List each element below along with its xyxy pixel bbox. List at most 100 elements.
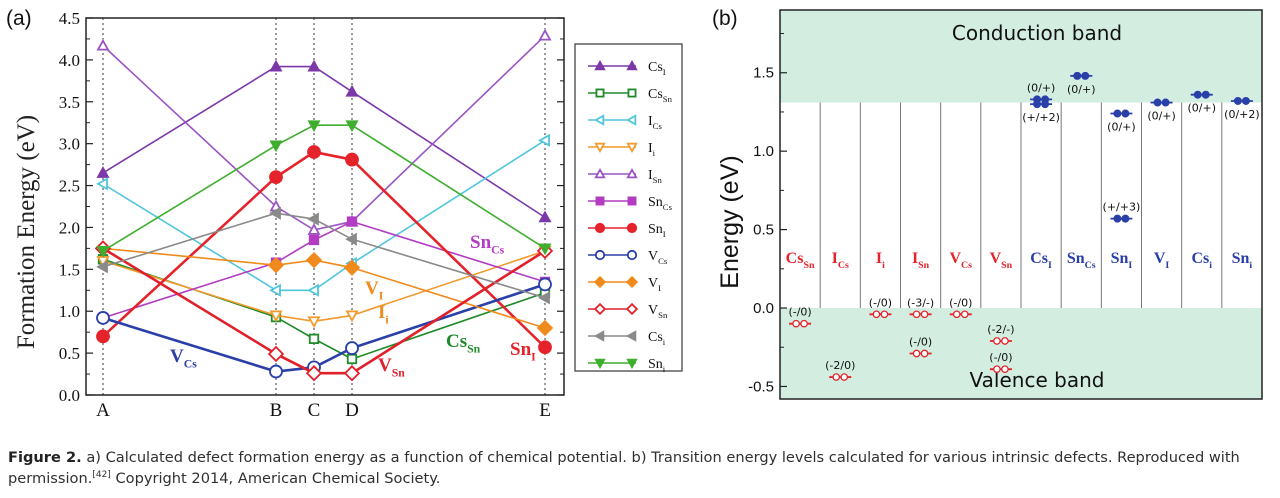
point-Sn_I-D bbox=[345, 152, 359, 167]
legend-label-V_I-main: V bbox=[648, 276, 658, 291]
annotation-V-I-sub: I bbox=[379, 290, 384, 303]
level-label: (0/+2) bbox=[1224, 108, 1260, 121]
level-0: (-/0) bbox=[788, 306, 812, 328]
legend-marker-right bbox=[626, 142, 638, 154]
legend-entry-I_i: Ii bbox=[588, 141, 656, 158]
legend-label-I_Sn-main: I bbox=[648, 168, 653, 183]
y-tick-label: 0.5 bbox=[59, 344, 80, 363]
point-Sn_i-B bbox=[269, 140, 283, 153]
legend-label-Cs_I-sub: I bbox=[663, 67, 666, 77]
legend-entry-I_Sn: ISn bbox=[588, 167, 662, 185]
annotation-Sn-I-sub: I bbox=[531, 351, 536, 364]
panel-a: (a) Formation Energy (eV) 0.0 0.5 1.0 1.5 2.… bbox=[6, 7, 683, 421]
conduction-band-label: Conduction band bbox=[952, 21, 1122, 45]
legend-label-V_Sn: VSn bbox=[648, 303, 668, 320]
annotation-Sn-Cs: SnCs bbox=[470, 232, 505, 257]
legend-marker-left bbox=[594, 142, 606, 154]
point-Cs_I-B bbox=[269, 59, 283, 72]
y-tick-label: 3.0 bbox=[59, 135, 80, 154]
annotation-Cs-Sn-main: Cs bbox=[446, 331, 467, 352]
level-3: (-3/-) bbox=[907, 296, 934, 319]
hole-dot bbox=[993, 365, 1001, 374]
annotation-Cs-Sn-sub: Sn bbox=[467, 343, 481, 356]
level-5: (-/0) bbox=[949, 296, 972, 319]
point-Sn_I-C bbox=[307, 145, 321, 159]
column-label-V-Sn-main: V bbox=[990, 250, 1002, 267]
legend-label-Cs_i-sub: i bbox=[663, 337, 666, 347]
point-Cs_Sn-D bbox=[346, 353, 358, 365]
hole-dot bbox=[840, 373, 849, 381]
level-2: (-/0) bbox=[869, 296, 892, 319]
column-label-Cs-i-main: Cs bbox=[1191, 250, 1209, 267]
hole-dot bbox=[912, 310, 921, 319]
point-V_Sn-C bbox=[305, 365, 323, 382]
electron-dot bbox=[1201, 90, 1210, 99]
hole-dot bbox=[1001, 337, 1009, 345]
legend-label-V_Sn-main: V bbox=[648, 303, 658, 318]
level-label: (-2/-) bbox=[987, 323, 1014, 336]
legend-marker-right bbox=[625, 275, 639, 289]
level-13: (0/+) bbox=[1147, 98, 1176, 123]
electron-dot bbox=[1081, 71, 1090, 80]
point-I_Cs-E bbox=[538, 133, 550, 147]
legend-marker-right bbox=[625, 330, 637, 342]
column-label-I-i-main: I bbox=[876, 250, 882, 267]
level-4: (-/0) bbox=[909, 336, 932, 358]
legend-marker-left bbox=[593, 330, 605, 342]
point-I_Sn-E bbox=[538, 28, 552, 41]
legend-label-Sn_i-sub: i bbox=[663, 364, 666, 374]
legend-label-Cs_I-main: Cs bbox=[648, 60, 663, 75]
point-Sn_I-E bbox=[538, 340, 552, 355]
column-label-V-Sn: VSn bbox=[990, 250, 1013, 271]
column-label-Sn-Cs-main: Sn bbox=[1067, 250, 1085, 267]
level-9: (+/+2) bbox=[1022, 100, 1060, 124]
point-Sn_i-C bbox=[307, 120, 321, 133]
column-label-V-Sn-sub: Sn bbox=[1001, 260, 1013, 271]
electron-dot bbox=[1113, 214, 1122, 223]
column-label-V-I-sub: I bbox=[1165, 260, 1169, 271]
column-label-V-Cs: VCs bbox=[949, 250, 972, 271]
point-V_I-D bbox=[343, 259, 361, 276]
series-line-I_Cs bbox=[102, 139, 546, 292]
hole-dot bbox=[920, 310, 929, 319]
column-label-Cs-I-sub: I bbox=[1048, 260, 1052, 271]
legend-entry-Sn_I: SnI bbox=[588, 222, 666, 239]
y-tick-label: -0.5 bbox=[748, 378, 774, 395]
point-Sn_Cs-C bbox=[308, 234, 320, 246]
legend-marker-right bbox=[626, 249, 638, 261]
column-label-Cs-Sn-sub: Sn bbox=[803, 260, 815, 271]
y-tick-label: 2.0 bbox=[59, 218, 80, 237]
legend-marker-left bbox=[594, 222, 606, 234]
point-I_i-B bbox=[269, 310, 283, 323]
point-Cs_i-D bbox=[345, 232, 357, 246]
column-label-Sn-i-main: Sn bbox=[1232, 250, 1250, 267]
point-Cs_I-C bbox=[307, 59, 321, 72]
level-label: (-/0) bbox=[989, 351, 1012, 364]
point-V_Cs-A bbox=[96, 311, 110, 325]
legend-marker-right bbox=[625, 114, 637, 126]
y-tick-label: 4.5 bbox=[59, 9, 80, 28]
panel-b-bands bbox=[780, 10, 1262, 399]
legend-marker-left bbox=[594, 167, 606, 179]
point-Cs_i-C bbox=[307, 212, 319, 226]
hole-dot bbox=[920, 349, 929, 358]
column-label-Cs-i-sub: i bbox=[1209, 260, 1212, 271]
level-label: (0/+) bbox=[1067, 83, 1096, 96]
y-tick-label: 1.5 bbox=[59, 260, 80, 279]
level-label: (0/+) bbox=[1187, 102, 1216, 115]
column-label-Cs-I-main: Cs bbox=[1030, 250, 1048, 267]
level-label: (-/0) bbox=[869, 296, 892, 309]
electron-dot bbox=[1121, 109, 1130, 118]
level-7: (-/0) bbox=[989, 351, 1013, 374]
point-Cs_I-A bbox=[96, 166, 110, 178]
y-tick-label: 0.0 bbox=[59, 386, 80, 405]
point-Cs_i-A bbox=[96, 260, 108, 274]
level-6: (-2/-) bbox=[987, 323, 1015, 345]
legend-marker-left bbox=[595, 88, 605, 98]
annotation-V-I: VI bbox=[365, 278, 384, 303]
legend-entry-V_Cs: VCs bbox=[588, 249, 668, 266]
annotation-Sn-I: SnI bbox=[510, 339, 536, 364]
legend-marker-right bbox=[626, 167, 638, 179]
column-label-Sn-I-sub: I bbox=[1128, 260, 1132, 271]
